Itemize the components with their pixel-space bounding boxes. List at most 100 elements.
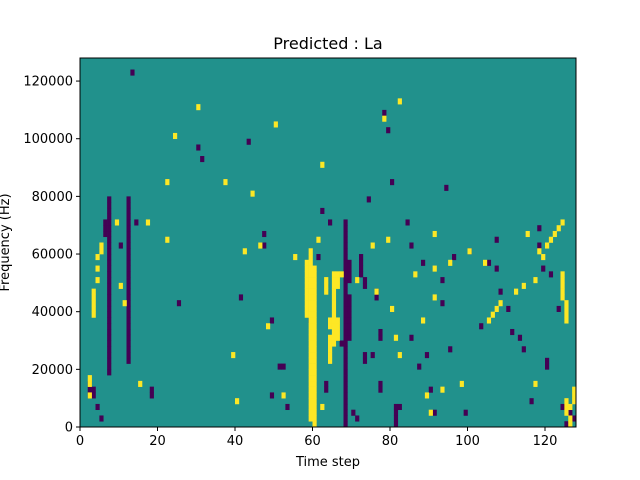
heatmap-cell-low [107,271,112,278]
heatmap-cell-low [343,305,348,312]
heatmap-cell-high [331,288,337,295]
heatmap-cell-high [564,311,569,318]
heatmap-cell-high [331,305,337,312]
heatmap-cell-high [331,277,337,284]
heatmap-cell-high [312,398,317,405]
heatmap-cell-high [308,317,313,324]
heatmap-cell-low [351,409,356,416]
heatmap-cell-high [312,375,317,382]
heatmap-cell-high [312,392,317,399]
heatmap-cell-low [506,305,511,312]
heatmap-cell-low [107,340,112,347]
heatmap-background [80,58,576,427]
heatmap-cell-high [173,132,178,140]
heatmap-cell-high [335,334,340,341]
heatmap-cell-low [347,317,352,324]
heatmap-cell-low [126,323,131,330]
heatmap-cell-high [312,334,317,341]
heatmap-cell-high [448,259,453,266]
heatmap-cell-low [529,398,534,405]
x-tick-label: 0 [76,434,84,449]
heatmap-cell-low [281,363,286,370]
heatmap-cell-high [312,265,317,272]
heatmap-cell-high [308,386,313,393]
heatmap-cell-high [91,288,96,295]
heatmap-cell-high [498,300,503,307]
plot-frame [79,57,577,428]
heatmap-cell-low [126,334,131,341]
x-tick-label: 100 [455,434,480,449]
heatmap-cell-high [494,305,499,312]
heatmap-cell-low [463,409,468,416]
heatmap-cell-high [556,225,561,232]
heatmap-cell-high [308,305,313,312]
heatmap-cell-low [126,352,131,359]
heatmap-cell-high [572,398,577,405]
heatmap-cell-high [548,236,554,243]
heatmap-cell-low [118,242,123,249]
heatmap-cell-low [103,230,108,238]
heatmap-cell-low [107,323,112,330]
heatmap-cell-low [126,207,131,214]
heatmap-cell-low [107,196,112,203]
heatmap-cell-high [308,346,313,353]
heatmap-cell-high [560,288,565,295]
heatmap-cell-high [545,242,550,249]
heatmap-cell-high [397,352,402,359]
heatmap-cell-high [312,415,317,422]
heatmap-cell-low [107,352,112,359]
heatmap-cell-low [149,392,154,399]
heatmap-cell-high [87,380,92,387]
heatmap-cell-high [308,352,313,359]
heatmap-cell-low [126,248,131,255]
heatmap-cell-high [308,300,313,307]
heatmap-cell-low [343,265,348,272]
heatmap-cell-high [355,277,360,284]
heatmap-cell-low [548,271,554,278]
heatmap-cell-low [343,219,348,226]
heatmap-cell-high [413,271,418,278]
heatmap-cell-low [107,346,112,353]
heatmap-cell-high [293,254,298,261]
heatmap-cell-low [343,403,348,411]
heatmap-cell-low [126,225,131,232]
heatmap-cell-low [393,421,399,428]
heatmap-cell-low [269,317,275,324]
x-tick-label: 60 [304,434,321,449]
y-tick-label: 20000 [32,363,73,378]
heatmap-cell-low [343,398,348,405]
heatmap-cell-low [126,300,131,307]
heatmap-cell-high [91,300,96,307]
heatmap-cell-high [564,300,569,307]
heatmap-cell-low [343,311,348,318]
heatmap-cell-high [231,352,236,359]
heatmap-cell-low [343,369,348,376]
heatmap-cell-low [103,225,108,232]
heatmap-cell-low [126,340,131,347]
heatmap-cell-low [448,346,453,353]
heatmap-cell-high [390,305,395,312]
heatmap-cell-low [107,236,112,243]
heatmap-cell-high [564,305,569,312]
heatmap-cell-high [312,352,317,359]
x-tick-label: 20 [149,434,166,449]
heatmap-cell-low [126,282,131,289]
heatmap-cell-low [564,421,569,428]
heatmap-cell-low [343,352,348,359]
heatmap-cell-low [126,213,131,220]
heatmap-cell-high [331,334,337,341]
heatmap-cell-high [572,386,577,393]
heatmap-cell-high [308,334,313,341]
heatmap-cell-high [331,294,337,301]
heatmap-cell-high [386,236,391,243]
heatmap-cell-low [517,334,523,341]
heatmap-cell-high [328,317,333,324]
heatmap-cell-low [359,271,364,278]
heatmap-cell-high [273,121,278,128]
heatmap-cell-low [343,248,348,255]
heatmap-cell-low [347,277,352,284]
heatmap-cell-low [347,265,352,272]
heatmap-cell-low [134,219,139,226]
heatmap-cell-low [347,311,352,318]
heatmap-cell-low [107,248,112,255]
